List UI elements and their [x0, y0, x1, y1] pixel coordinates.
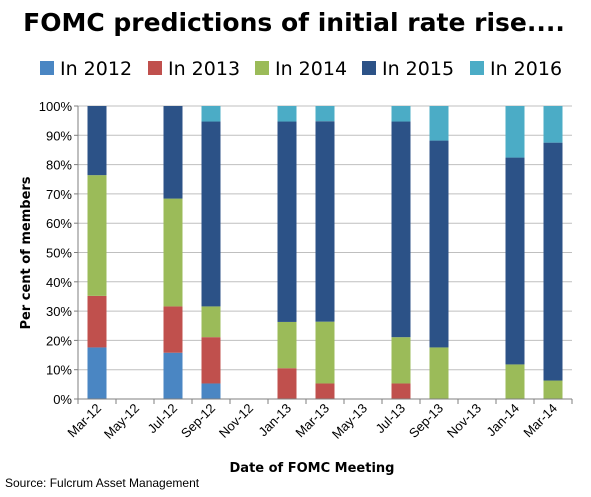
legend-swatch	[40, 61, 54, 75]
bar-segment	[429, 347, 449, 399]
y-tick-label: 0%	[53, 392, 72, 407]
y-tick-label: 50%	[46, 246, 72, 261]
bar-segment	[391, 337, 411, 384]
legend-swatch	[255, 61, 269, 75]
bar-segment	[87, 295, 107, 348]
x-tick-label: Jul-13	[372, 401, 408, 437]
axes	[74, 105, 573, 404]
y-tick-label: 90%	[46, 128, 72, 143]
y-tick-label: 70%	[46, 187, 72, 202]
x-tick-label: Jan-14	[483, 401, 522, 440]
bar-segment	[163, 306, 183, 353]
x-tick-label: Jul-12	[144, 401, 180, 437]
y-tick-label: 10%	[46, 363, 72, 378]
bars	[87, 106, 563, 399]
bar-segment	[505, 364, 525, 399]
y-axis-label: Per cent of members	[19, 176, 34, 329]
y-tick-label: 80%	[46, 158, 72, 173]
legend-label: In 2016	[490, 58, 562, 80]
chart-title: FOMC predictions of initial rate rise...…	[23, 8, 565, 37]
x-tick-label: Nov-12	[216, 401, 256, 441]
x-tick-label: Sep-13	[406, 401, 446, 441]
bar-segment	[391, 121, 411, 338]
y-tick-label: 40%	[46, 275, 72, 290]
x-tick-label: Mar-13	[292, 401, 332, 441]
legend-swatch	[470, 61, 484, 75]
legend-swatch	[148, 61, 162, 75]
legend-swatch	[362, 61, 376, 75]
bar-segment	[87, 106, 107, 176]
bar-segment	[429, 106, 449, 141]
legend-label: In 2012	[60, 58, 132, 80]
bar-segment	[315, 321, 335, 384]
bar-segment	[277, 121, 297, 322]
bar-segment	[391, 383, 411, 399]
bar-segment	[315, 383, 335, 399]
source-note: Source: Fulcrum Asset Management	[5, 476, 200, 490]
bar-segment	[201, 383, 221, 399]
y-tick-label: 100%	[39, 99, 73, 114]
x-axis-label: Date of FOMC Meeting	[230, 461, 395, 476]
bar-segment	[315, 106, 335, 122]
x-tick-label: May-13	[329, 401, 370, 442]
x-tick-label: May-12	[101, 401, 142, 442]
bar-segment	[201, 306, 221, 338]
x-tick-label: Sep-12	[178, 401, 218, 441]
x-tick-label: Nov-13	[444, 401, 484, 441]
bar-segment	[277, 321, 297, 369]
x-tick-label: Jan-13	[255, 401, 294, 440]
bar-segment	[429, 140, 449, 348]
legend: In 2012 In 2013 In 2014 In 2015 In 2016	[40, 58, 562, 80]
bar-segment	[543, 142, 563, 381]
y-tick-labels: 0% 10% 20% 30% 40% 50% 60% 70% 80% 90% 100%	[39, 99, 73, 407]
bar-segment	[543, 106, 563, 143]
bar-segment	[87, 175, 107, 296]
bar-segment	[277, 368, 297, 399]
bar-segment	[505, 157, 525, 365]
y-tick-label: 60%	[46, 216, 72, 231]
y-tick-label: 30%	[46, 304, 72, 319]
bar-segment	[163, 198, 183, 307]
bar-segment	[277, 106, 297, 122]
legend-label: In 2013	[168, 58, 240, 80]
legend-label: In 2014	[275, 58, 347, 80]
bar-segment	[391, 106, 411, 122]
bar-segment	[163, 106, 183, 199]
bar-segment	[201, 106, 221, 122]
bar-segment	[543, 380, 563, 399]
bar-segment	[201, 337, 221, 384]
bar-segment	[87, 347, 107, 399]
bar-segment	[505, 106, 525, 158]
y-tick-label: 20%	[46, 333, 72, 348]
bar-segment	[315, 121, 335, 322]
bar-segment	[163, 352, 183, 399]
x-tick-label: Mar-14	[520, 401, 560, 441]
legend-label: In 2015	[382, 58, 454, 80]
bar-segment	[201, 121, 221, 307]
